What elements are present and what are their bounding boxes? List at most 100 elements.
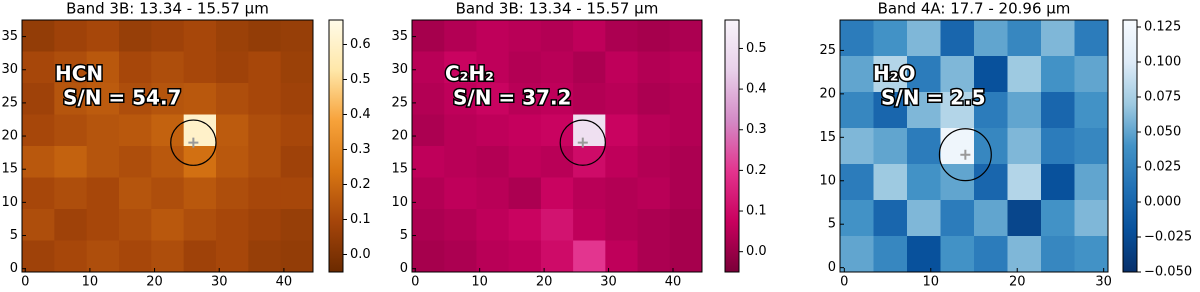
heatmap-cell — [573, 51, 606, 84]
heatmap-cell — [907, 128, 941, 165]
heatmap-cell — [508, 209, 542, 241]
colorbar-tick-label: 0.2 — [746, 163, 767, 178]
colorbar — [1122, 19, 1138, 273]
heatmap-cell — [216, 146, 249, 178]
heatmap-cell — [412, 83, 445, 115]
heatmap-cell — [248, 209, 282, 241]
colorbar-tick-label: 0.075 — [1144, 90, 1181, 105]
heatmap-cell — [1007, 92, 1042, 129]
heatmap-cell — [412, 209, 445, 241]
heatmap-cell — [669, 51, 703, 84]
heatmap-cell — [444, 20, 477, 52]
heatmap-cell — [840, 128, 874, 165]
heatmap-cell — [280, 209, 314, 241]
heatmap-cell — [1007, 20, 1042, 57]
heatmap-cell — [151, 240, 185, 273]
heatmap-cell — [940, 20, 975, 57]
heatmap-cell — [605, 20, 639, 52]
heatmap-cell — [151, 51, 185, 84]
heatmap-cell — [669, 114, 703, 147]
colorbar-tick-label: 0.050 — [1144, 125, 1181, 140]
colorbar-tick-label: 0.5 — [746, 41, 767, 56]
y-tick-label: 5 — [10, 228, 18, 243]
colorbar-tick-label: 0.025 — [1144, 160, 1181, 175]
heatmap-cell — [940, 128, 975, 165]
annotation: H₂O — [873, 62, 916, 86]
heatmap-cell — [1041, 56, 1075, 93]
y-tick-label: 0 — [10, 261, 18, 276]
heatmap-cell — [974, 164, 1008, 201]
x-tick-label: 20 — [146, 275, 163, 289]
heatmap-cell — [216, 20, 249, 52]
heatmap-cell — [605, 177, 639, 210]
heatmap-cell — [1074, 56, 1109, 93]
heatmap-cell — [840, 236, 874, 273]
colorbar-tick-label: 0.4 — [350, 107, 371, 122]
heatmap-cell — [183, 240, 217, 273]
heatmap-cell — [940, 56, 975, 93]
heatmap-cell — [1007, 164, 1042, 201]
heatmap-cell — [1074, 20, 1109, 57]
y-tick-label: 20 — [819, 86, 836, 101]
heatmap-cell — [974, 200, 1008, 237]
heatmap-cell — [637, 240, 671, 273]
heatmap-cell — [508, 20, 542, 52]
heatmap-cell — [248, 20, 282, 52]
heatmap-cell — [605, 83, 639, 115]
heatmap-cell — [573, 177, 606, 210]
heatmap-cell — [508, 240, 542, 273]
heatmap-cell — [476, 83, 510, 115]
heatmap-cell — [540, 20, 574, 52]
y-tick-label: 5 — [828, 217, 836, 232]
heatmap-cell — [573, 83, 606, 115]
heatmap-cell — [637, 51, 671, 84]
annotation: S/N = 2.5 — [881, 86, 986, 110]
heatmap-cell — [940, 92, 975, 129]
colorbar — [328, 19, 344, 273]
heatmap-cell — [248, 146, 282, 178]
heatmap-cell — [216, 177, 249, 210]
heatmap-cell — [605, 209, 639, 241]
x-tick-label: 30 — [1095, 275, 1112, 289]
heatmap-cell — [151, 209, 185, 241]
heatmap-cell — [508, 114, 542, 147]
y-tick-label: 25 — [1, 95, 18, 110]
heatmap-cell — [669, 177, 703, 210]
heatmap-cell — [669, 83, 703, 115]
heatmap-cell — [476, 177, 510, 210]
heatmap-cell — [573, 240, 606, 273]
heatmap-cell — [907, 164, 941, 201]
heatmap-cell — [444, 146, 477, 178]
heatmap-cell — [280, 146, 314, 178]
heatmap-cell — [54, 114, 88, 147]
heatmap-cell — [248, 177, 282, 210]
heatmap-cell — [974, 56, 1008, 93]
heatmap-cell — [444, 209, 477, 241]
heatmap-cell — [444, 83, 477, 115]
colorbar-tick-label: 0.125 — [1144, 20, 1181, 35]
heatmap-cell — [840, 56, 874, 93]
heatmap-cell — [1074, 200, 1109, 237]
colorbar-tick-label: 0.1 — [746, 204, 767, 219]
x-tick-label: 30 — [600, 275, 617, 289]
heatmap-cell — [1007, 236, 1042, 273]
heatmap-cell — [280, 177, 314, 210]
heatmap-cell — [476, 209, 510, 241]
heatmap-cell — [86, 83, 120, 115]
heatmap-cell — [605, 146, 639, 178]
heatmap-cell — [216, 51, 249, 84]
source-aperture — [559, 119, 606, 166]
heatmap-cell — [840, 92, 874, 129]
heatmap-cell — [444, 51, 477, 84]
source-marker — [577, 137, 588, 148]
heatmap-cell — [444, 114, 477, 147]
heatmap-cell — [151, 20, 185, 52]
heatmap-cell — [54, 83, 88, 115]
heatmap-cell — [476, 51, 510, 84]
annotation: C₂H₂ — [445, 62, 494, 86]
y-tick-label: 25 — [391, 95, 408, 110]
heatmap-cell — [637, 177, 671, 210]
heatmap-cell — [873, 236, 908, 273]
heatmap-cell — [54, 240, 88, 273]
heatmap-cell — [22, 83, 55, 115]
